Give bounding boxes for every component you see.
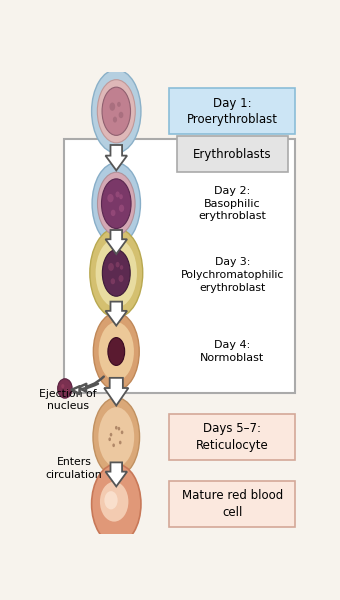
Ellipse shape [121, 431, 123, 434]
Text: Days 5–7:
Reticulocyte: Days 5–7: Reticulocyte [196, 422, 269, 452]
Ellipse shape [91, 464, 141, 544]
Text: Erythroblasts: Erythroblasts [193, 148, 272, 161]
Ellipse shape [108, 437, 111, 441]
Ellipse shape [102, 87, 131, 136]
Ellipse shape [99, 322, 134, 381]
Ellipse shape [108, 263, 114, 271]
Ellipse shape [108, 338, 125, 365]
Ellipse shape [110, 433, 112, 437]
Ellipse shape [107, 194, 114, 202]
Ellipse shape [119, 440, 122, 445]
Ellipse shape [98, 407, 134, 467]
Polygon shape [105, 145, 127, 170]
Ellipse shape [118, 427, 120, 431]
FancyBboxPatch shape [64, 139, 295, 393]
Ellipse shape [113, 116, 117, 122]
Ellipse shape [93, 313, 139, 390]
Ellipse shape [102, 179, 131, 229]
Ellipse shape [120, 265, 123, 270]
Ellipse shape [97, 80, 135, 143]
Ellipse shape [116, 191, 120, 197]
Polygon shape [105, 302, 127, 326]
Ellipse shape [93, 398, 140, 476]
Text: Day 2:
Basophilic
erythroblast: Day 2: Basophilic erythroblast [198, 186, 266, 221]
Ellipse shape [104, 491, 118, 509]
Ellipse shape [96, 238, 137, 308]
Text: Enters
circulation: Enters circulation [46, 457, 102, 480]
Ellipse shape [119, 205, 124, 212]
Ellipse shape [117, 102, 121, 107]
Ellipse shape [98, 172, 135, 235]
FancyBboxPatch shape [169, 481, 295, 527]
Ellipse shape [109, 103, 115, 111]
Ellipse shape [100, 482, 129, 521]
FancyBboxPatch shape [169, 414, 295, 460]
Polygon shape [105, 463, 127, 487]
FancyBboxPatch shape [177, 136, 288, 172]
Polygon shape [104, 378, 129, 406]
Ellipse shape [116, 262, 120, 268]
Ellipse shape [110, 278, 115, 284]
Text: Day 1:
Proerythroblast: Day 1: Proerythroblast [187, 97, 278, 126]
Text: Mature red blood
cell: Mature red blood cell [182, 489, 283, 519]
Ellipse shape [90, 228, 143, 317]
Ellipse shape [61, 384, 64, 388]
Ellipse shape [119, 194, 123, 199]
Ellipse shape [66, 388, 68, 392]
Ellipse shape [112, 443, 115, 447]
Text: Ejection of
nucleus: Ejection of nucleus [39, 389, 96, 412]
Ellipse shape [119, 275, 123, 282]
Text: Day 3:
Polychromatophilic
erythroblast: Day 3: Polychromatophilic erythroblast [181, 257, 284, 293]
FancyBboxPatch shape [169, 88, 295, 134]
Ellipse shape [102, 250, 130, 296]
Ellipse shape [115, 426, 118, 430]
Ellipse shape [58, 379, 72, 398]
Text: Day 4:
Normoblast: Day 4: Normoblast [200, 340, 264, 363]
Ellipse shape [111, 209, 116, 216]
Ellipse shape [91, 70, 141, 153]
Polygon shape [105, 230, 127, 254]
Ellipse shape [119, 112, 123, 118]
Ellipse shape [92, 163, 140, 245]
